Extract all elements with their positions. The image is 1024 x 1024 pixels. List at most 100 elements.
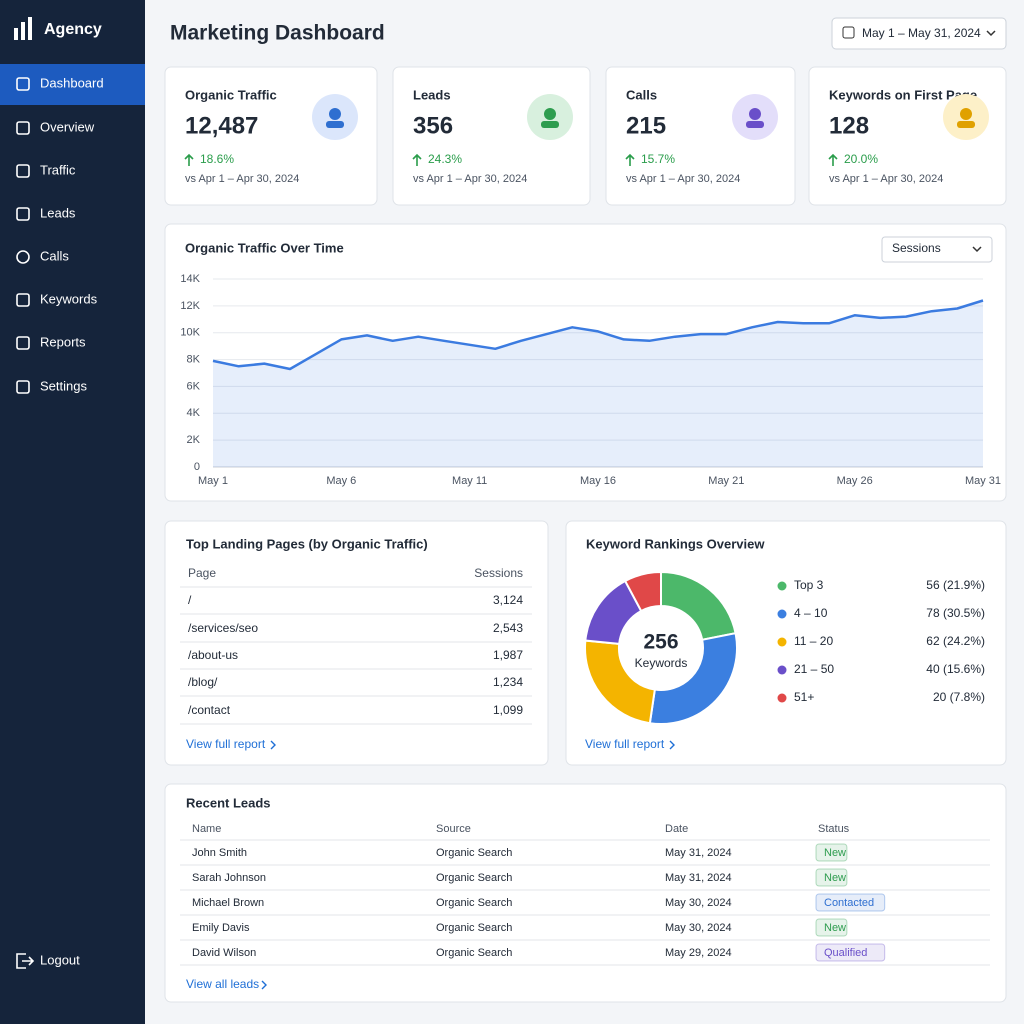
nav-icon — [16, 207, 30, 221]
nav-item[interactable]: Keywords — [40, 291, 98, 306]
lead-status: Contacted — [824, 897, 874, 909]
kpi-label: Keywords on First Page — [829, 87, 977, 102]
kpi-icon — [746, 121, 764, 128]
column-header: Name — [192, 823, 221, 835]
column-header: Page — [188, 566, 216, 580]
up-arrow — [625, 153, 635, 166]
kpi-change: 18.6% — [200, 152, 234, 166]
legend-dot — [777, 581, 787, 591]
page-path: /contact — [188, 703, 231, 717]
logout-icon — [16, 953, 35, 969]
kpi-icon — [541, 121, 559, 128]
lead-name: Michael Brown — [192, 897, 264, 909]
leads-link[interactable]: View all leads — [186, 977, 259, 991]
kpi-icon — [957, 121, 975, 128]
lead-name: Sarah Johnson — [192, 872, 266, 884]
status-badge — [815, 918, 848, 937]
metric-dropdown-label[interactable]: Sessions — [892, 241, 941, 255]
nav-icon — [16, 121, 30, 135]
page-sessions: 3,124 — [493, 593, 523, 607]
lead-name: David Wilson — [192, 947, 256, 959]
chevron — [261, 980, 267, 990]
column-header: Sessions — [474, 566, 523, 580]
legend-label: 21 – 50 — [794, 662, 834, 676]
chevron — [669, 740, 675, 750]
date-picker[interactable]: May 1 – May 31, 2024 — [831, 17, 1007, 50]
lead-status: New — [824, 922, 846, 934]
date-range[interactable]: May 1 – May 31, 2024 — [862, 26, 981, 40]
legend-dot — [777, 665, 787, 675]
y-tick-label: 0 — [194, 461, 200, 473]
leads-card — [164, 783, 1007, 1003]
kpi-change: 15.7% — [641, 152, 675, 166]
lead-source: Organic Search — [436, 872, 512, 884]
legend-value: 62 (24.2%) — [926, 634, 985, 648]
nav-item[interactable]: Traffic — [40, 162, 76, 177]
legend-label: Top 3 — [794, 578, 824, 592]
nav-icon — [16, 293, 30, 307]
chevron — [972, 246, 982, 253]
kpi-change: 24.3% — [428, 152, 462, 166]
sidebar — [0, 0, 145, 1024]
legend-value: 40 (15.6%) — [926, 662, 985, 676]
kpi-icon — [749, 108, 761, 120]
kpi-value: 215 — [626, 112, 666, 139]
x-tick-label: May 16 — [580, 475, 616, 487]
lead-date: May 29, 2024 — [665, 947, 732, 959]
page-path: / — [188, 593, 192, 607]
date-picker-box[interactable] — [831, 17, 1007, 50]
page-title: Marketing Dashboard — [170, 22, 385, 45]
report-link[interactable]: View full report — [585, 737, 665, 751]
legend-dot — [777, 609, 787, 619]
nav-item[interactable]: Calls — [40, 248, 69, 263]
page-sessions: 1,099 — [493, 703, 523, 717]
nav-logout[interactable]: Logout — [40, 952, 80, 967]
nav-item[interactable]: Overview — [40, 119, 95, 134]
legend-label: 4 – 10 — [794, 606, 828, 620]
y-tick-label: 10K — [180, 327, 200, 339]
kpi-change: 20.0% — [844, 152, 878, 166]
page-path: /services/seo — [188, 621, 258, 635]
lead-source: Organic Search — [436, 922, 512, 934]
page-path: /blog/ — [188, 675, 218, 689]
legend-dot — [777, 637, 787, 647]
chart-title: Keyword Rankings Overview — [586, 536, 765, 551]
nav-icon — [16, 380, 30, 394]
donut-slice — [648, 631, 738, 725]
column-header: Status — [818, 823, 850, 835]
nav-item[interactable]: Leads — [40, 205, 76, 220]
lead-source: Organic Search — [436, 897, 512, 909]
page-sessions: 1,234 — [493, 675, 523, 689]
kpi-value: 128 — [829, 112, 869, 139]
report-link[interactable]: View full report — [186, 737, 266, 751]
nav-item[interactable]: Dashboard — [40, 75, 104, 90]
lead-source: Organic Search — [436, 947, 512, 959]
legend-value: 56 (21.9%) — [926, 578, 985, 592]
status-badge — [815, 868, 848, 887]
legend-value: 20 (7.8%) — [933, 690, 985, 704]
legend-label: 51+ — [794, 690, 814, 704]
kpi-icon — [544, 108, 556, 120]
y-tick-label: 4K — [187, 407, 201, 419]
up-arrow — [828, 153, 838, 166]
legend-dot — [777, 693, 787, 703]
nav-item[interactable]: Settings — [40, 378, 87, 393]
lead-status: New — [824, 872, 846, 884]
kpi-comparison: vs Apr 1 – Apr 30, 2024 — [413, 173, 527, 185]
kpi-icon — [329, 108, 341, 120]
kpi-value: 356 — [413, 112, 453, 139]
lead-date: May 31, 2024 — [665, 847, 732, 859]
nav-icon — [16, 164, 30, 178]
lead-date: May 31, 2024 — [665, 872, 732, 884]
metric-dropdown[interactable] — [881, 236, 993, 263]
lead-date: May 30, 2024 — [665, 922, 732, 934]
kpi-value: 12,487 — [185, 112, 258, 139]
up-arrow — [184, 153, 194, 166]
nav-icon — [16, 250, 30, 264]
legend-value: 78 (30.5%) — [926, 606, 985, 620]
donut-slice — [623, 570, 662, 613]
column-header: Source — [436, 823, 471, 835]
nav-item[interactable]: Reports — [40, 334, 86, 349]
donut-total: 256 — [643, 631, 678, 654]
